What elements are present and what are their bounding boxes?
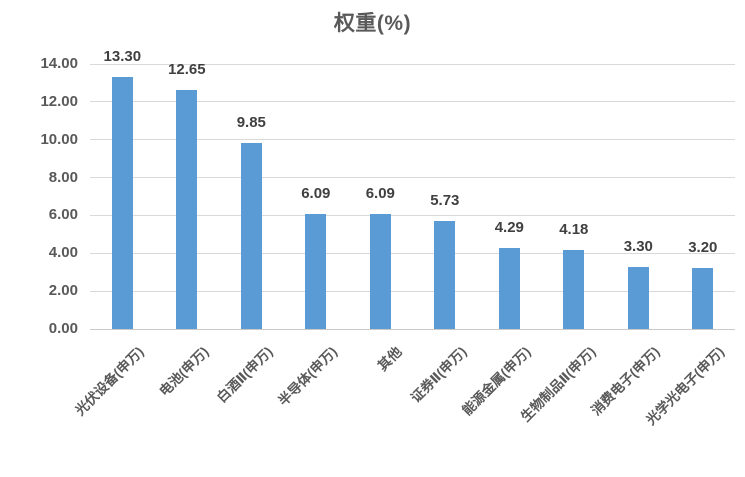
bar: [176, 89, 198, 329]
x-axis-category-label: 其他: [375, 344, 405, 374]
bar: [627, 266, 649, 329]
chart-title: 权重(%): [333, 12, 412, 35]
bar: [692, 268, 714, 329]
y-axis-tick-label: 10.00: [40, 131, 78, 148]
bar: [240, 142, 262, 329]
y-axis-tick-label: 14.00: [40, 55, 78, 72]
x-axis-category-label: 白酒Ⅱ(申万): [214, 344, 276, 406]
bar-value-label: 9.85: [236, 113, 266, 131]
x-axis-category-label: 能源金属(申万): [459, 344, 534, 419]
gridline: [90, 252, 735, 254]
x-axis-category-label: 光伏设备(申万): [72, 344, 147, 419]
bar-value-label: 3.20: [688, 239, 718, 257]
gridline: [90, 290, 735, 292]
x-axis-category-label: 电池(申万): [156, 344, 212, 400]
bar-value-label: 4.18: [559, 220, 589, 238]
gridline: [90, 63, 735, 65]
y-axis-tick-label: 0.00: [48, 320, 78, 337]
bar: [434, 220, 456, 329]
gridline: [90, 328, 735, 330]
bar: [563, 249, 585, 329]
bar-value-label: 3.30: [623, 237, 653, 255]
y-axis-tick-label: 8.00: [48, 169, 78, 186]
bar-value-label: 13.30: [103, 48, 142, 66]
x-axis-category-label: 半导体(申万): [275, 344, 341, 409]
x-axis-category-label: 证券Ⅱ(申万): [407, 344, 470, 406]
gridline: [90, 139, 735, 141]
bar: [111, 77, 133, 330]
bar: [498, 247, 520, 329]
y-axis-tick-label: 4.00: [48, 244, 78, 261]
bar-value-label: 5.73: [430, 191, 460, 209]
y-axis-tick-label: 6.00: [48, 206, 78, 223]
bar-value-label: 6.09: [365, 184, 395, 202]
bar-value-label: 12.65: [168, 60, 206, 78]
gridline: [90, 214, 735, 216]
y-axis-tick-label: 12.00: [40, 93, 78, 110]
bar-value-label: 4.29: [494, 218, 524, 236]
y-axis-tick-label: 2.00: [48, 282, 78, 299]
gridline: [90, 177, 735, 179]
bar-value-label: 6.09: [301, 184, 331, 202]
bar: [305, 213, 327, 329]
bar: [369, 213, 391, 329]
gridline: [90, 101, 735, 103]
